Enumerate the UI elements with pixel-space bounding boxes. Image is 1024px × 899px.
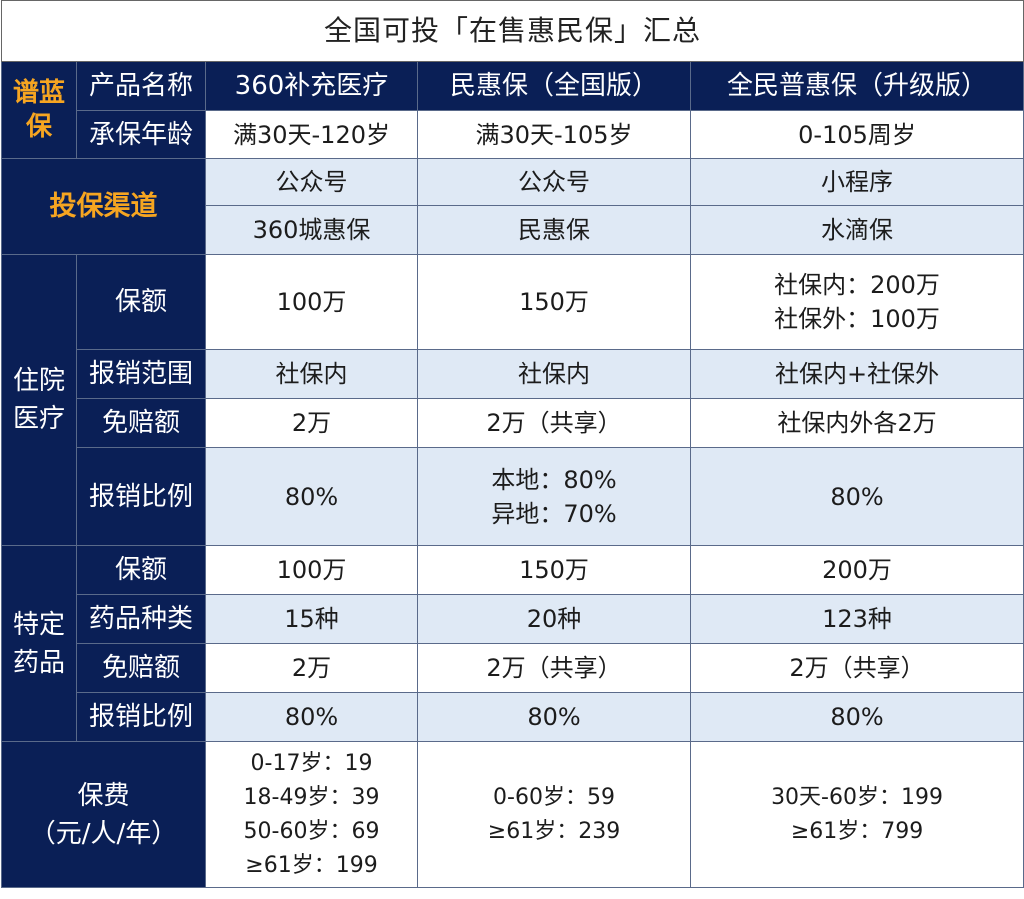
premium-1-line2: ≥61岁：239	[487, 818, 621, 844]
channel-label: 投保渠道	[1, 158, 206, 255]
drugs-types-0: 15种	[205, 594, 418, 644]
hospital-ratio-1-line2: 异地：70%	[491, 499, 617, 528]
premium-0-line4: ≥61岁：199	[245, 852, 378, 878]
premium-2-line2: ≥61岁：799	[790, 818, 924, 844]
hospital-scope-0: 社保内	[205, 349, 418, 399]
drugs-types-label: 药品种类	[76, 594, 206, 644]
page-title: 全国可投「在售惠民保」汇总	[0, 0, 1024, 62]
drugs-deductible-2: 2万（共享）	[689, 643, 1024, 693]
premium-0-line2: 18-49岁：39	[243, 784, 380, 810]
premium-label: 保费 （元/人/年）	[1, 741, 206, 888]
product-name-label: 产品名称	[76, 61, 206, 111]
hospital-category-line1: 住院	[12, 366, 65, 396]
drugs-coverage-0: 100万	[205, 545, 418, 595]
drugs-coverage-label: 保额	[76, 545, 206, 595]
product-name-1: 民惠保（全国版）	[417, 61, 691, 111]
age-1: 满30天-105岁	[417, 110, 691, 159]
drugs-coverage-2: 200万	[689, 545, 1024, 595]
brand-logo-line1: 谱蓝	[12, 78, 65, 108]
hospital-scope-label: 报销范围	[76, 349, 206, 399]
hospital-category: 住院 医疗	[1, 254, 77, 546]
drugs-ratio-2: 80%	[689, 692, 1024, 742]
drugs-deductible-0: 2万	[205, 643, 418, 693]
drugs-ratio-0: 80%	[205, 692, 418, 742]
premium-2-line1: 30天-60岁：199	[771, 784, 943, 810]
brand-logo: 谱蓝 保	[1, 61, 77, 159]
hospital-scope-1: 社保内	[417, 349, 691, 399]
drugs-ratio-label: 报销比例	[76, 692, 206, 742]
drugs-category-line2: 药品	[12, 647, 65, 678]
product-name-0: 360补充医疗	[205, 61, 418, 111]
age-label: 承保年龄	[76, 110, 206, 159]
drugs-types-2: 123种	[689, 594, 1024, 644]
premium-label-line1: 保费	[77, 780, 130, 811]
hospital-coverage-2-line2: 社保外：100万	[774, 305, 940, 333]
hospital-deductible-1: 2万（共享）	[417, 398, 691, 448]
drugs-category-line1: 特定	[12, 609, 65, 640]
channel-type-1: 公众号	[417, 158, 691, 206]
drugs-category: 特定 药品	[1, 545, 77, 742]
channel-name-0: 360城惠保	[205, 205, 418, 255]
premium-2: 30天-60岁：199 ≥61岁：799	[689, 741, 1024, 888]
drugs-types-1: 20种	[417, 594, 691, 644]
drugs-coverage-1: 150万	[417, 545, 691, 595]
hospital-ratio-1-line1: 本地：80%	[491, 465, 617, 494]
brand-logo-line2: 保	[25, 112, 52, 142]
hospital-ratio-0: 80%	[205, 447, 418, 546]
hospital-coverage-1: 150万	[417, 254, 691, 350]
drugs-deductible-label: 免赔额	[76, 643, 206, 693]
hospital-deductible-2: 社保内外各2万	[689, 398, 1024, 448]
channel-type-0: 公众号	[205, 158, 418, 206]
product-name-2: 全民普惠保（升级版）	[689, 61, 1024, 111]
hospital-scope-2: 社保内+社保外	[689, 349, 1024, 399]
channel-type-2: 小程序	[689, 158, 1024, 206]
premium-1-line1: 0-60岁：59	[493, 784, 615, 810]
hospital-ratio-2: 80%	[689, 447, 1024, 546]
age-2: 0-105周岁	[689, 110, 1024, 159]
channel-name-2: 水滴保	[689, 205, 1024, 255]
premium-0: 0-17岁：19 18-49岁：39 50-60岁：69 ≥61岁：199	[205, 741, 418, 888]
hospital-deductible-0: 2万	[205, 398, 418, 448]
hospital-ratio-label: 报销比例	[76, 447, 206, 546]
drugs-deductible-1: 2万（共享）	[417, 643, 691, 693]
age-0: 满30天-120岁	[205, 110, 418, 159]
premium-0-line1: 0-17岁：19	[250, 750, 373, 776]
hospital-category-line2: 医疗	[12, 404, 65, 434]
hospital-ratio-1: 本地：80% 异地：70%	[417, 447, 691, 546]
hospital-deductible-label: 免赔额	[76, 398, 206, 448]
drugs-ratio-1: 80%	[417, 692, 691, 742]
premium-0-line3: 50-60岁：69	[243, 818, 380, 844]
channel-name-1: 民惠保	[417, 205, 691, 255]
hospital-coverage-2: 社保内：200万 社保外：100万	[689, 254, 1024, 350]
hospital-coverage-label: 保额	[76, 254, 206, 350]
hospital-coverage-0: 100万	[205, 254, 418, 350]
premium-1: 0-60岁：59 ≥61岁：239	[417, 741, 691, 888]
hospital-coverage-2-line1: 社保内：200万	[774, 271, 940, 299]
premium-label-line2: （元/人/年）	[29, 818, 178, 849]
